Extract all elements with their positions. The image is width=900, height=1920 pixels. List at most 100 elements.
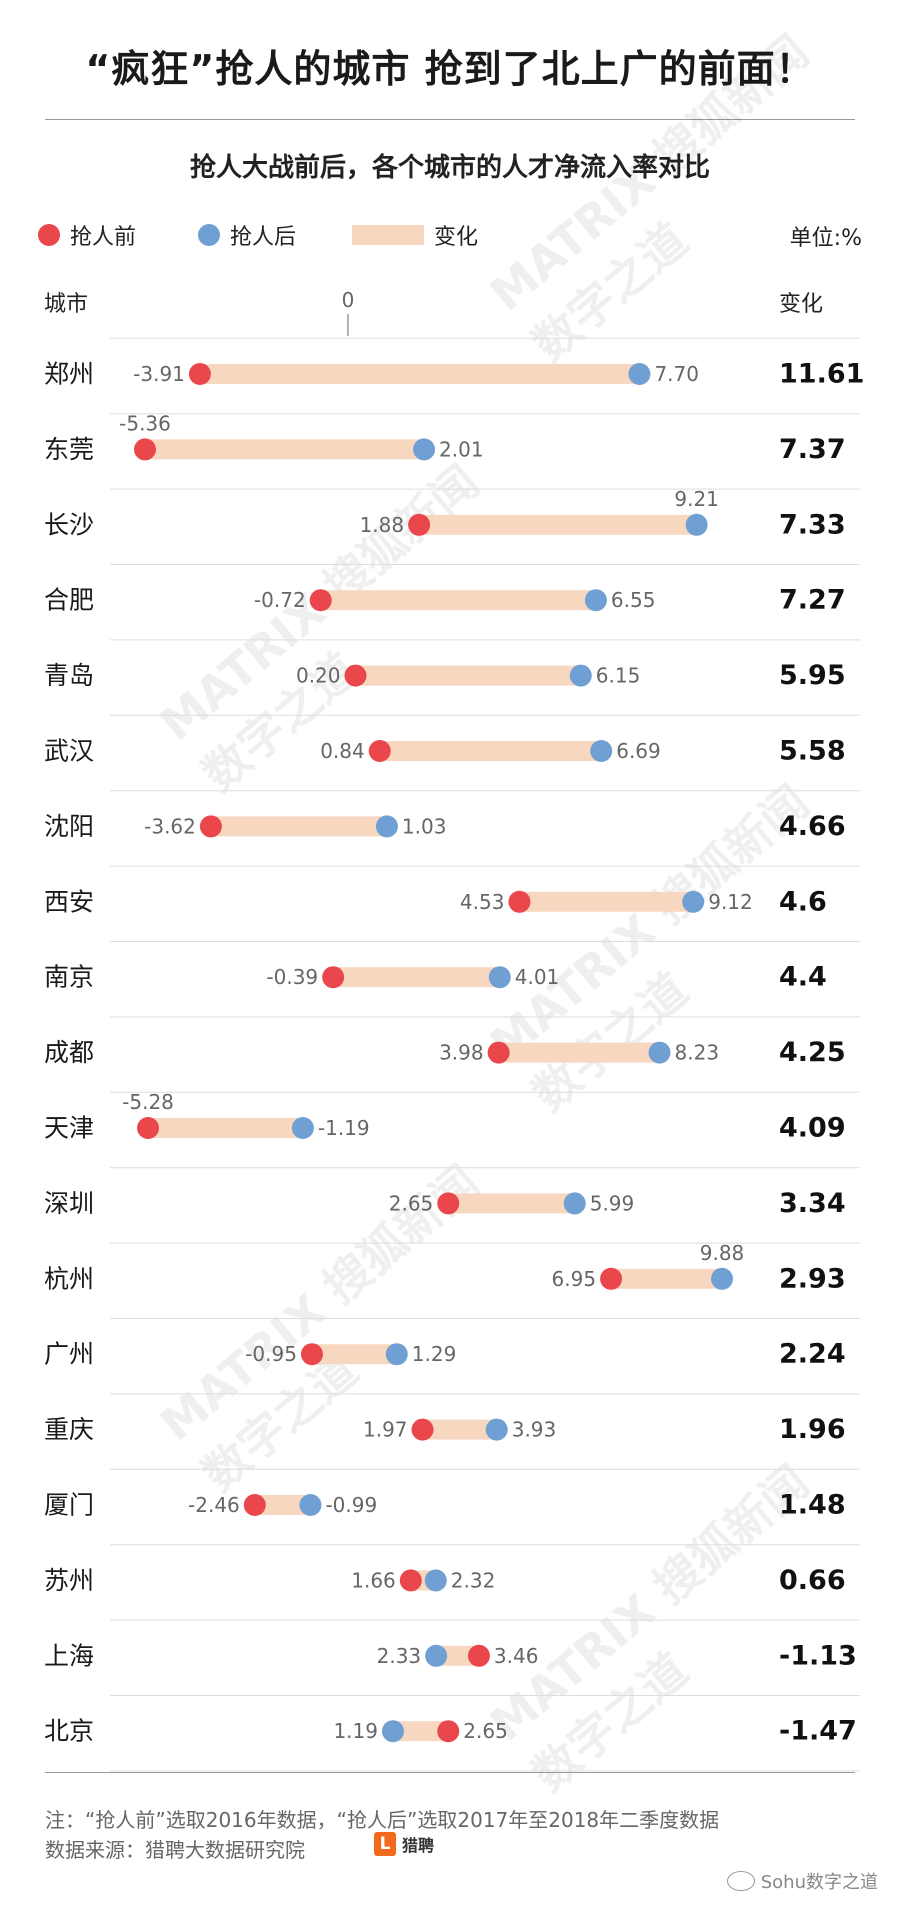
after-dot	[291, 1117, 314, 1139]
change-band	[320, 590, 596, 611]
before-dot	[344, 664, 367, 687]
legend-change-label: 变化	[434, 225, 479, 250]
title-divider	[45, 119, 855, 120]
after-value-label: 9.21	[674, 487, 719, 511]
chart-subtitle: 抢人大战前后，各个城市的人才净流入率对比	[189, 153, 710, 183]
legend-before-dot-icon	[38, 224, 60, 246]
after-dot	[563, 1192, 586, 1215]
city-label: 天津	[44, 1114, 94, 1143]
change-band	[148, 1118, 303, 1138]
before-dot	[199, 815, 222, 838]
before-dot	[437, 1720, 460, 1743]
before-dot	[134, 438, 156, 461]
city-label: 长沙	[44, 510, 94, 539]
chart-title: “疯狂”抢人的城市 抢到了北上广的前面！	[85, 47, 815, 91]
change-band	[210, 816, 387, 837]
change-value: 4.4	[779, 962, 827, 993]
city-label: 武汉	[44, 737, 94, 766]
before-value-label: -2.46	[188, 1493, 240, 1517]
after-value-label: -1.19	[318, 1116, 370, 1140]
after-value-label: 6.69	[616, 739, 661, 763]
before-dot	[243, 1494, 266, 1516]
change-value: -1.47	[779, 1716, 857, 1747]
change-band	[448, 1193, 575, 1214]
before-dot	[437, 1192, 460, 1215]
liepin-logo: L 猎聘	[374, 1832, 434, 1856]
before-dot	[467, 1644, 490, 1667]
before-dot	[600, 1267, 623, 1290]
city-label: 苏州	[44, 1566, 94, 1595]
after-value-label: 2.33	[377, 1644, 422, 1668]
after-value-label: 2.32	[451, 1568, 496, 1592]
after-value-label: 9.12	[708, 890, 753, 914]
change-value: 7.27	[779, 585, 846, 616]
after-value-label: 8.23	[675, 1041, 720, 1065]
change-band	[519, 891, 694, 912]
after-value-label: 9.88	[700, 1241, 745, 1265]
city-label: 南京	[44, 963, 94, 992]
city-label: 东莞	[44, 435, 94, 464]
after-dot	[685, 513, 708, 536]
change-band	[422, 1419, 497, 1440]
after-value-label: 5.99	[590, 1191, 635, 1215]
change-value: 2.24	[779, 1339, 846, 1370]
before-dot	[487, 1041, 510, 1064]
change-value: 2.93	[779, 1263, 846, 1294]
change-value: 4.6	[779, 886, 827, 917]
after-dot	[385, 1343, 408, 1366]
before-value-label: 6.95	[552, 1267, 597, 1291]
before-value-label: 4.53	[460, 890, 505, 914]
before-value-label: -0.72	[254, 588, 306, 612]
legend-item-after: 抢人后	[198, 218, 296, 252]
city-label: 重庆	[44, 1415, 94, 1444]
before-dot	[300, 1343, 323, 1366]
unit-label: 单位:%	[789, 226, 862, 251]
change-value: -1.13	[779, 1640, 857, 1671]
before-value-label: 1.97	[363, 1418, 408, 1442]
after-value-label: 3.93	[512, 1418, 557, 1442]
after-dot	[711, 1267, 733, 1290]
liepin-logo-icon: L	[374, 1832, 396, 1856]
change-band	[311, 1344, 397, 1365]
after-dot	[488, 966, 511, 989]
before-dot	[508, 890, 531, 913]
change-value: 4.25	[779, 1037, 846, 1068]
footnote: 注：“抢人前”选取2016年数据，“抢人后”选取2017年至2018年二季度数据	[45, 1808, 720, 1832]
before-value-label: 3.98	[439, 1041, 484, 1065]
liepin-logo-text: 猎聘	[402, 1836, 435, 1855]
legend-item-before: 抢人前	[38, 218, 136, 252]
after-value-label: 4.01	[515, 965, 560, 989]
change-band	[355, 665, 581, 686]
city-label: 北京	[44, 1717, 94, 1746]
after-value-label: 2.01	[439, 437, 484, 461]
change-band	[392, 1721, 449, 1742]
wechat-icon	[726, 1871, 755, 1891]
brand-text: Sohu数字之道	[760, 1872, 878, 1893]
change-band	[254, 1495, 311, 1515]
change-value: 4.66	[779, 811, 846, 842]
after-dot	[299, 1494, 322, 1516]
change-band	[379, 741, 602, 761]
before-value-label: -5.28	[122, 1090, 174, 1114]
change-value: 7.33	[779, 509, 846, 540]
city-label: 厦门	[44, 1491, 94, 1520]
after-value-label: 1.03	[402, 814, 447, 838]
brand-credit: Sohu数字之道	[726, 1868, 878, 1894]
before-value-label: -3.91	[133, 362, 185, 386]
change-value: 5.95	[779, 660, 846, 691]
after-dot	[485, 1418, 508, 1441]
change-band	[419, 514, 697, 535]
before-value-label: 0.20	[296, 664, 341, 688]
change-band	[498, 1042, 660, 1063]
change-band	[436, 1645, 479, 1666]
legend-after-dot-icon	[198, 224, 220, 246]
city-label: 郑州	[44, 360, 94, 389]
change-value: 5.58	[779, 736, 846, 767]
legend-after-label: 抢人后	[230, 225, 297, 250]
after-value-label: 6.55	[611, 588, 656, 612]
after-dot	[590, 740, 613, 762]
before-value-label: 0.84	[320, 739, 365, 763]
after-dot	[584, 589, 607, 612]
change-value: 0.66	[779, 1565, 846, 1596]
